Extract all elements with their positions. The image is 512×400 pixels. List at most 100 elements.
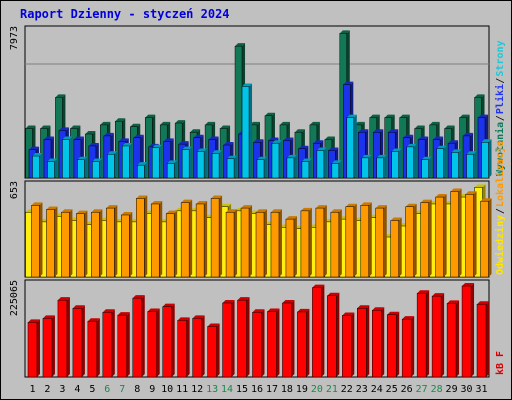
panel-kbf: 225065 kB F (9, 279, 506, 378)
bar-side (353, 203, 357, 277)
bar-top (205, 121, 216, 125)
bar-requests-2-28 (436, 148, 444, 179)
bar-side (473, 191, 477, 277)
x-tick-day-6: 6 (104, 384, 110, 395)
bar-side (111, 309, 115, 377)
x-tick-day-31: 31 (475, 384, 487, 395)
bar-visits-1-23 (360, 205, 370, 278)
y-max-label-visits: 653 (9, 181, 20, 199)
bar-side (278, 209, 282, 277)
bar-side (99, 209, 103, 277)
bar-top (175, 120, 186, 124)
bar-top (316, 147, 327, 151)
bar-requests-2-26 (406, 146, 414, 179)
bar-top (226, 209, 238, 213)
x-tick-day-5: 5 (89, 384, 95, 395)
bar-side (383, 154, 387, 178)
bar-kbf-0-7 (117, 314, 128, 378)
bar-side (351, 312, 355, 377)
bar-top (130, 123, 141, 127)
bar-side (171, 303, 175, 377)
legend-label-requests-1: Pliki (494, 84, 506, 114)
bar-top (252, 309, 265, 313)
bar-visits-1-12 (195, 203, 205, 278)
x-tick-day-8: 8 (134, 384, 140, 395)
bar-kbf-0-21 (327, 295, 337, 378)
bar-top (40, 125, 51, 129)
bar-top (73, 136, 84, 140)
bar-top (361, 154, 372, 158)
bar-kbf-0-1 (27, 322, 38, 378)
bar-visits-1-3 (61, 211, 70, 278)
bar-top (237, 297, 250, 301)
bar-top (282, 300, 295, 304)
bar-top (117, 312, 130, 316)
bar-side (473, 151, 477, 178)
bar-visits-1-8 (136, 198, 145, 278)
bar-top (474, 94, 485, 98)
bar-top (444, 125, 455, 129)
bar-requests-2-12 (196, 151, 205, 179)
bar-top (220, 203, 232, 207)
bar-top (166, 210, 178, 214)
bar-top (121, 211, 133, 215)
bar-side (323, 205, 327, 277)
bar-requests-2-27 (421, 159, 429, 179)
x-tick-day-25: 25 (386, 384, 398, 395)
bar-top (474, 184, 486, 188)
bar-side (441, 293, 445, 377)
bar-kbf-0-23 (357, 308, 367, 378)
bar-requests-2-15 (241, 86, 250, 179)
bar-side (159, 144, 163, 178)
bar-top (267, 308, 280, 312)
bar-side (114, 151, 118, 178)
bar-kbf-0-15 (237, 299, 247, 378)
bar-visits-1-10 (165, 213, 175, 278)
bar-visits-1-16 (255, 211, 265, 278)
bar-top (315, 205, 327, 209)
bar-top (147, 308, 160, 312)
bar-top (85, 131, 96, 135)
bar-requests-2-8 (137, 164, 145, 179)
bar-top (462, 283, 475, 286)
bar-kbf-0-29 (446, 303, 457, 378)
bar-top (405, 203, 417, 207)
bar-side (308, 158, 312, 178)
bar-top (375, 205, 387, 209)
bar-top (25, 125, 36, 129)
bar-requests-2-6 (107, 153, 115, 179)
legend-label-requests-2: Strony (495, 40, 506, 76)
bar-requests-2-23 (361, 157, 370, 179)
bar-requests-2-16 (256, 159, 265, 179)
bar-visits-1-20 (315, 207, 325, 278)
bar-side (338, 209, 342, 277)
bar-side (159, 200, 163, 277)
bar-side (426, 290, 430, 377)
bar-top (459, 114, 470, 118)
x-tick-day-20: 20 (311, 384, 323, 395)
bar-side (411, 316, 415, 377)
bar-side (69, 209, 73, 277)
bar-visits-1-29 (450, 191, 459, 278)
bar-visits-1-18 (285, 218, 295, 278)
bar-visits-1-13 (210, 198, 220, 278)
bar-top (76, 210, 88, 214)
bar-top (28, 146, 39, 150)
bar-top (27, 319, 40, 323)
bar-top (241, 205, 253, 209)
bar-top (212, 150, 223, 154)
bar-side (443, 145, 447, 178)
bar-side (39, 153, 43, 178)
bar-requests-2-31 (481, 142, 489, 179)
x-tick-day-12: 12 (191, 384, 203, 395)
bar-top (163, 138, 174, 142)
bar-top (47, 158, 58, 162)
bar-top (331, 160, 342, 164)
bar-visits-1-24 (375, 207, 384, 278)
bar-kbf-0-30 (461, 285, 472, 378)
bar-side (368, 202, 372, 277)
bar-requests-2-14 (226, 158, 235, 179)
bar-top (451, 149, 462, 153)
bar-kbf-0-9 (147, 311, 157, 378)
